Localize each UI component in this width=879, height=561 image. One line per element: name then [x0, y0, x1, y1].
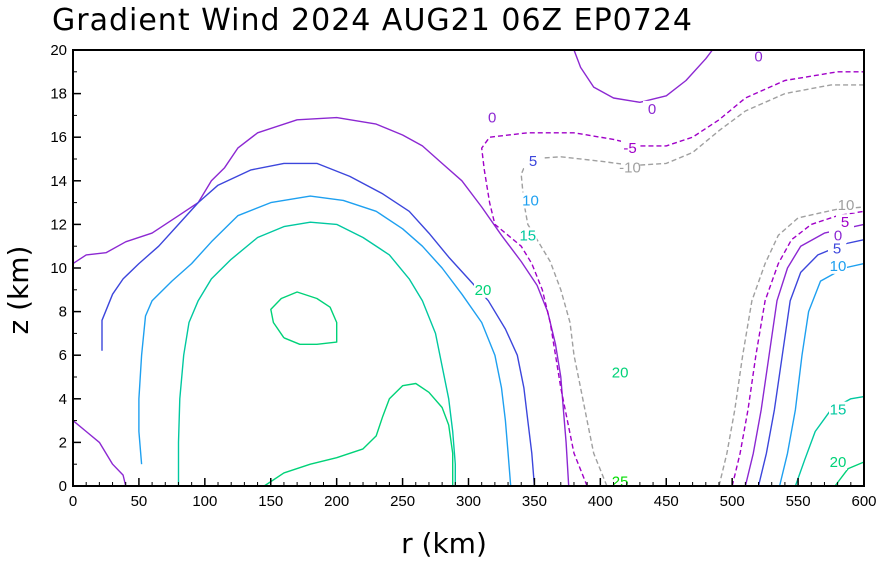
contour-label-2: 10 — [522, 192, 539, 209]
contour-label-5: 20 — [612, 365, 629, 382]
chart-title: Gradient Wind 2024 AUG21 06Z EP0724 — [52, 3, 693, 38]
contour-line-neg10-8 — [520, 84, 864, 487]
x-tick-label-4: 200 — [324, 493, 349, 510]
y-axis-title: z (km) — [2, 246, 35, 335]
y-tick-label-0: 0 — [59, 478, 67, 495]
x-tick-label-7: 350 — [522, 493, 547, 510]
contour-line-15-3 — [177, 221, 456, 486]
x-tick-label-6: 300 — [456, 493, 481, 510]
contour-label-bg-9 — [621, 140, 639, 157]
contour-label-bg-8 — [643, 100, 661, 117]
contour-label-16: 15 — [830, 402, 847, 419]
y-tick-label-10: 20 — [50, 42, 67, 59]
y-tick-label-1: 2 — [59, 434, 67, 451]
y-tick-label-4: 8 — [59, 304, 67, 321]
contour-line-5-13 — [757, 239, 865, 487]
contour-line-15-15 — [794, 395, 865, 487]
contour-label-bg-17 — [829, 454, 847, 471]
y-tick-label-2: 4 — [59, 391, 67, 408]
x-tick-label-10: 500 — [720, 493, 745, 510]
contour-label-bg-0 — [483, 109, 502, 126]
contour-label-14: 5 — [833, 240, 841, 257]
contour-label-bg-3 — [518, 227, 537, 244]
contour-line-0-6 — [573, 49, 713, 103]
contour-label-bg-16 — [829, 401, 847, 418]
contour-label-12: 5 — [841, 214, 849, 231]
contour-label-9: -5 — [623, 140, 636, 157]
contour-label-bg-15 — [829, 257, 847, 274]
x-tick-label-2: 100 — [192, 493, 217, 510]
x-tick-label-12: 600 — [851, 493, 876, 510]
x-tick-label-9: 450 — [654, 493, 679, 510]
contour-line-0-12 — [744, 223, 865, 487]
y-tick-label-8: 16 — [50, 129, 67, 146]
contour-line-10-2 — [138, 195, 512, 487]
contour-label-10: -10 — [619, 160, 641, 177]
contour-label-bg-12 — [836, 214, 854, 231]
contour-line-5-1 — [101, 162, 536, 487]
contour-label-11: 10 — [838, 197, 855, 214]
contour-layer — [72, 49, 865, 487]
y-tick-label-6: 12 — [50, 216, 67, 233]
contour-label-bg-10 — [621, 159, 639, 176]
contour-line-20-4 — [270, 291, 338, 345]
x-tick-label-3: 150 — [258, 493, 283, 510]
contour-label-bg-7 — [749, 48, 768, 65]
contour-label-bg-13 — [829, 227, 847, 244]
contour-label-bg-11 — [837, 196, 855, 213]
contour-label-8: 0 — [648, 101, 656, 118]
x-tick-label-1: 50 — [131, 493, 148, 510]
x-tick-label-5: 250 — [390, 493, 415, 510]
y-axis-ticks: 0 2 4 6 8 10 12 14 16 18 20 — [50, 42, 81, 495]
contour-line-20-16 — [834, 461, 865, 487]
x-axis-title: r (km) — [401, 527, 487, 560]
contour-line-neg10-10 — [718, 206, 865, 487]
x-axis-ticks: 0 50 100 150 200 250 300 350 400 450 500 550 600 — [69, 478, 877, 510]
contour-label-3: 15 — [519, 227, 536, 244]
contour-label-1: 5 — [529, 153, 537, 170]
contour-label-bg-4 — [474, 281, 493, 298]
contour-label-15: 10 — [830, 258, 847, 275]
contour-label-bg-5 — [611, 364, 630, 381]
contour-label-17: 20 — [830, 454, 847, 471]
y-tick-label-3: 6 — [59, 347, 67, 364]
contour-label-4: 20 — [475, 282, 492, 299]
x-tick-label-11: 550 — [786, 493, 811, 510]
contour-label-6: 25 — [612, 474, 629, 491]
contour-label-bg-14 — [828, 240, 846, 257]
contour-label-0: 0 — [488, 110, 496, 127]
contour-label-7: 0 — [754, 49, 762, 66]
x-tick-label-0: 0 — [69, 493, 77, 510]
contour-label-bg-1 — [524, 153, 543, 170]
y-tick-label-9: 18 — [50, 86, 67, 103]
contour-line-0-9 — [72, 420, 127, 487]
contour-label-bg-2 — [521, 192, 540, 209]
y-tick-label-7: 14 — [50, 173, 67, 190]
contour-line-20-5 — [263, 382, 454, 487]
contour-label-13: 0 — [834, 227, 842, 244]
contour-line-neg5-7 — [481, 71, 864, 487]
x-tick-label-8: 400 — [588, 493, 613, 510]
y-tick-label-5: 10 — [50, 260, 67, 277]
